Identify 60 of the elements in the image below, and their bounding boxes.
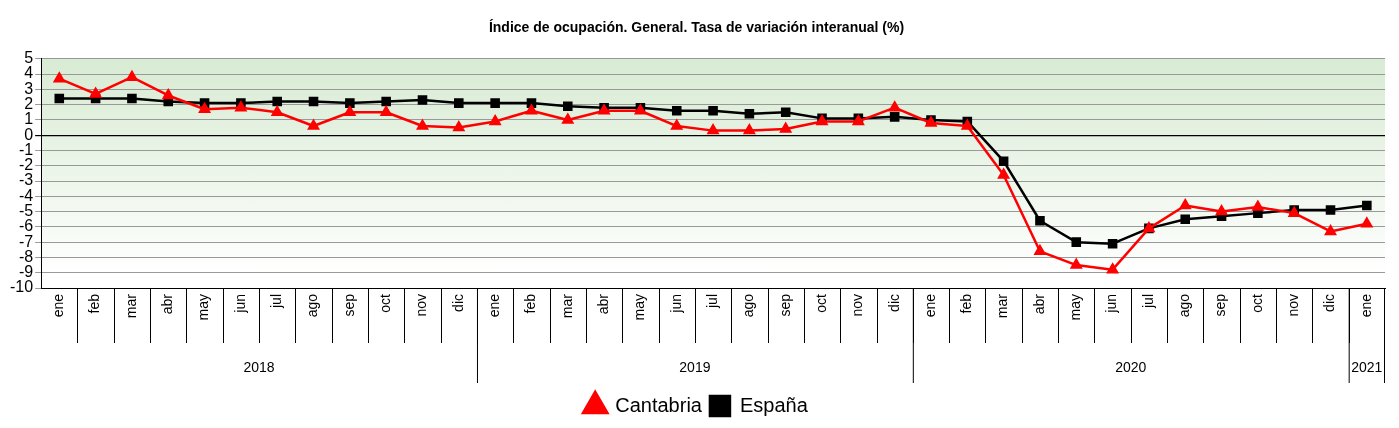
text: 2019 — [679, 359, 711, 376]
y-tick-label: 3 — [24, 79, 34, 97]
x-tick-label: jul — [1139, 294, 1156, 310]
x-tick-label: dic — [885, 294, 902, 312]
y-tick-label: 1 — [24, 110, 34, 128]
x-tick-label: jun — [667, 294, 684, 314]
x-tick-label: ene — [921, 293, 938, 318]
x-tick-label: sep — [776, 293, 793, 317]
x-tick-label: ene — [486, 293, 502, 318]
x-tick-label: may — [195, 294, 212, 321]
x-tick-label: nov — [849, 294, 866, 317]
x-tick-label: abr — [594, 293, 611, 315]
y-tick-label: -7 — [18, 232, 34, 250]
y-tick-label: 4 — [24, 64, 34, 82]
y-tick-label: -2 — [18, 156, 34, 174]
x-tick-label: sep — [1212, 293, 1229, 317]
y-tick-label: -10 — [10, 278, 34, 296]
y-tick-label: -4 — [18, 186, 34, 204]
text: 2021 — [1351, 359, 1383, 376]
x-tick-label: abr — [159, 293, 176, 315]
x-tick-label: may — [1067, 294, 1084, 321]
x-tick-label: ago — [740, 293, 757, 318]
y-tick-label: -8 — [18, 247, 34, 265]
x-tick-label: feb — [522, 293, 539, 314]
y-tick-label: -6 — [18, 217, 34, 235]
x-tick-label: ene — [1357, 293, 1374, 318]
x-tick-label: dic — [1321, 294, 1338, 312]
chart-title: Índice de ocupación. General. Tasa de variación interanual (%) — [488, 19, 905, 36]
x-tick-label: abr — [1030, 293, 1047, 315]
y-tick-label: -5 — [18, 202, 34, 220]
x-tick-label: ago — [1176, 293, 1193, 318]
y-tick-label: 2 — [24, 95, 34, 113]
y-tick-label: 0 — [24, 125, 34, 143]
x-tick-label: oct — [377, 293, 394, 313]
x-tick-label: nov — [1285, 294, 1302, 317]
x-tick-label: feb — [86, 293, 103, 314]
x-tick-label: feb — [958, 293, 975, 314]
y-tick-label: -9 — [18, 263, 34, 281]
x-tick-label: oct — [812, 293, 829, 313]
x-tick-label: dic — [449, 294, 466, 312]
x-tick-label: sep — [340, 293, 357, 317]
legend-label: España — [739, 393, 809, 416]
x-tick-label: ene — [50, 293, 67, 318]
text: 2020 — [1115, 359, 1147, 376]
x-tick-label: mar — [122, 293, 139, 319]
y-tick-label: -3 — [18, 171, 34, 189]
x-tick-label: jun — [1103, 294, 1120, 314]
x-tick-label: mar — [558, 293, 575, 319]
x-tick-label: jun — [231, 294, 248, 314]
x-tick-label: may — [631, 294, 648, 321]
legend-label: Cantabria — [615, 393, 703, 416]
y-tick-label: 5 — [24, 49, 34, 67]
y-tick-label: -1 — [18, 140, 34, 158]
x-tick-label: jul — [703, 294, 720, 310]
x-tick-label: nov — [413, 294, 430, 317]
x-tick-label: ago — [304, 293, 321, 318]
text: 2018 — [243, 359, 275, 376]
x-tick-label: jul — [268, 294, 285, 310]
x-tick-label: oct — [1248, 293, 1265, 313]
x-tick-label: mar — [994, 293, 1011, 319]
